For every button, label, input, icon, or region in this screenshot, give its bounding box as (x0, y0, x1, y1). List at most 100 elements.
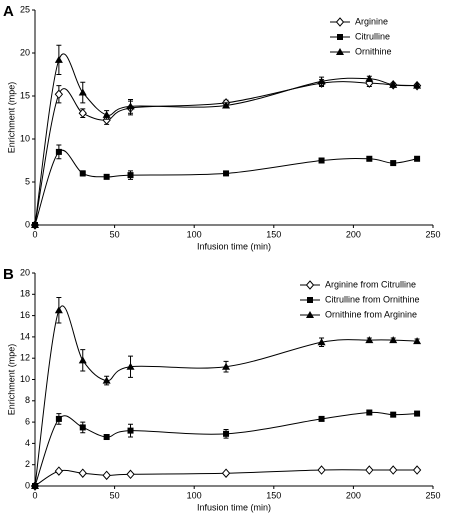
legend-label: Arginine from Citrulline (325, 279, 416, 289)
marker (365, 465, 374, 475)
x-tick-label: 200 (346, 490, 361, 500)
y-tick-label: 16 (20, 310, 30, 320)
x-tick-label: 100 (187, 490, 202, 500)
marker (54, 55, 63, 63)
marker (102, 376, 111, 384)
marker (365, 74, 374, 82)
marker (390, 411, 397, 418)
y-tick-label: 25 (20, 4, 30, 14)
legend-marker (335, 17, 345, 27)
marker (78, 356, 87, 364)
marker (221, 468, 231, 478)
legend-label: Citrulline from Ornithine (325, 294, 420, 304)
marker (55, 415, 62, 422)
legend-marker (307, 297, 313, 303)
y-tick-label: 15 (20, 90, 30, 100)
marker (389, 465, 398, 475)
panel-label: B (3, 266, 14, 283)
x-tick-label: 0 (32, 490, 37, 500)
marker (54, 89, 64, 100)
x-tick-label: 50 (110, 490, 120, 500)
y-tick-label: 20 (20, 267, 30, 277)
x-axis-label: Infusion time (min) (197, 241, 271, 251)
y-tick-label: 8 (25, 395, 30, 405)
legend-marker (306, 311, 314, 318)
marker (365, 336, 374, 344)
legend-marker (337, 34, 343, 40)
marker (78, 108, 87, 118)
marker (78, 88, 87, 96)
marker (366, 409, 373, 416)
x-tick-label: 250 (425, 490, 440, 500)
marker (102, 470, 111, 481)
marker (54, 466, 64, 476)
y-tick-label: 12 (20, 353, 30, 363)
marker (414, 410, 421, 417)
marker (317, 77, 326, 85)
y-axis-label: Enrichment (mpe) (6, 82, 16, 154)
marker (413, 81, 422, 89)
y-tick-label: 0 (25, 480, 30, 490)
marker (79, 170, 86, 177)
marker (31, 221, 39, 228)
marker (103, 434, 110, 441)
legend-marker (336, 48, 344, 55)
x-tick-label: 100 (187, 229, 202, 239)
y-tick-label: 14 (20, 331, 30, 341)
legend-label: Arginine (355, 16, 388, 26)
marker (103, 173, 110, 180)
marker (127, 427, 134, 434)
y-tick-label: 5 (25, 176, 30, 186)
y-tick-label: 18 (20, 289, 30, 299)
y-tick-label: 2 (25, 459, 30, 469)
series-line (34, 469, 418, 487)
x-tick-label: 250 (425, 229, 440, 239)
y-tick-label: 10 (20, 374, 30, 384)
series-line (34, 149, 418, 226)
marker (390, 160, 397, 167)
x-tick-label: 0 (32, 229, 37, 239)
marker (223, 170, 230, 177)
y-axis-label: Enrichment (mpe) (6, 344, 16, 416)
marker (413, 337, 422, 345)
marker (55, 148, 62, 155)
y-tick-label: 4 (25, 438, 30, 448)
marker (366, 155, 373, 162)
marker (318, 157, 325, 164)
marker (127, 172, 134, 179)
x-tick-label: 200 (346, 229, 361, 239)
marker (318, 415, 325, 422)
marker (102, 110, 111, 118)
marker (389, 80, 398, 88)
marker (126, 469, 135, 480)
legend-label: Ornithine (355, 46, 392, 56)
marker (222, 362, 231, 370)
marker (126, 362, 135, 370)
y-tick-label: 0 (25, 219, 30, 229)
series-line (34, 411, 418, 487)
marker (317, 465, 326, 475)
marker (223, 430, 230, 437)
marker (78, 468, 87, 478)
y-tick-label: 10 (20, 133, 30, 143)
series-line (34, 53, 418, 226)
marker (126, 102, 135, 110)
series-line (34, 305, 418, 487)
panel-label: A (3, 3, 14, 20)
legend-label: Citrulline (355, 31, 390, 41)
x-tick-label: 150 (266, 229, 281, 239)
x-tick-label: 150 (266, 490, 281, 500)
y-tick-label: 20 (20, 47, 30, 57)
x-axis-label: Infusion time (min) (197, 502, 271, 512)
legend-label: Ornithine from Arginine (325, 309, 417, 319)
marker (412, 465, 422, 475)
y-tick-label: 6 (25, 416, 30, 426)
marker (317, 338, 326, 346)
marker (222, 101, 231, 109)
marker (79, 424, 86, 431)
x-tick-label: 50 (110, 229, 120, 239)
legend-marker (305, 280, 315, 290)
marker (414, 155, 421, 162)
marker (389, 336, 398, 344)
